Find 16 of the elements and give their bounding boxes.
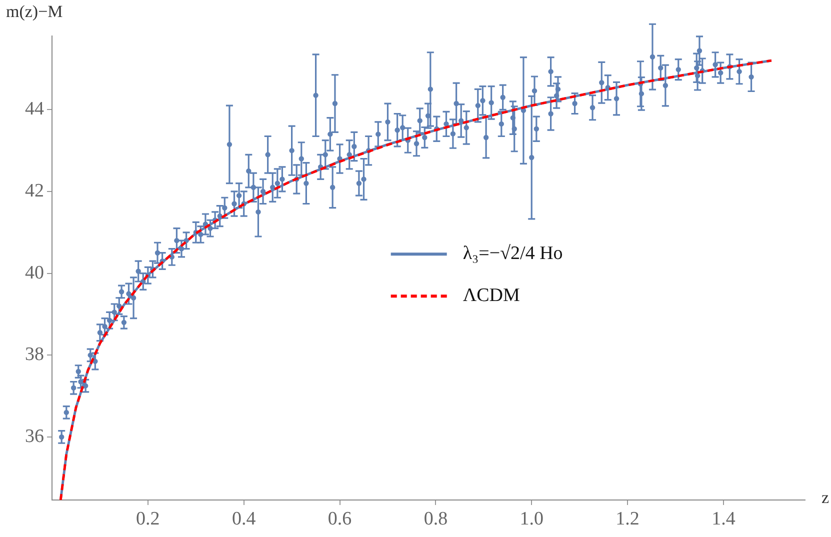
y-tick-label: 40 xyxy=(25,262,44,284)
y-tick-label: 38 xyxy=(25,344,44,366)
x-tick-label: 1.2 xyxy=(616,508,640,530)
x-tick-label: 0.8 xyxy=(424,508,448,530)
x-tick-label: 1.0 xyxy=(520,508,544,530)
x-tick-label: 0.6 xyxy=(328,508,352,530)
y-axis-title: m(z)−M xyxy=(6,2,63,22)
x-axis-title: z xyxy=(821,488,829,508)
x-tick-label: 0.2 xyxy=(136,508,160,530)
x-tick-label: 0.4 xyxy=(232,508,256,530)
legend-label: λ₃=−√2/4 Ho xyxy=(462,243,563,264)
y-tick-label: 42 xyxy=(25,180,44,202)
y-tick-label: 36 xyxy=(25,426,44,447)
x-tick-label: 1.4 xyxy=(712,508,736,530)
legend-label: ΛCDM xyxy=(462,285,520,306)
y-tick-label: 44 xyxy=(25,98,44,120)
